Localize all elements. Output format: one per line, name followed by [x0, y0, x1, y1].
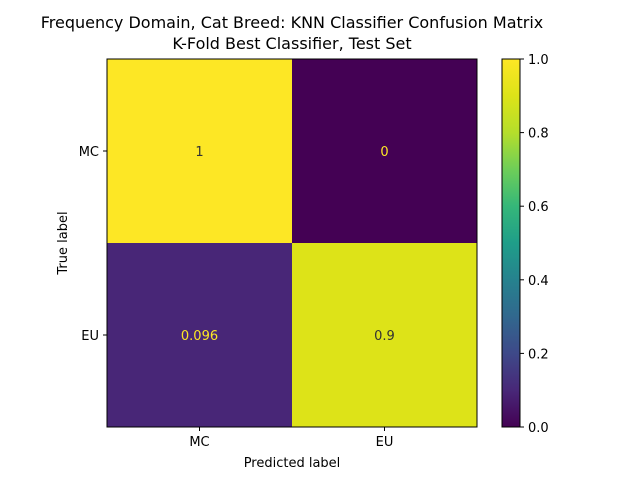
- chart-subtitle: K-Fold Best Classifier, Test Set: [172, 34, 411, 53]
- x-tick-label: EU: [376, 435, 394, 450]
- colorbar-tick-label: 0.4: [528, 274, 549, 289]
- cell-1-1: [292, 243, 477, 427]
- cell-1-0: [107, 243, 292, 427]
- cell-0-1: [292, 59, 477, 243]
- y-tick-label: MC: [79, 145, 99, 160]
- heatmap-cells: 1 0 0.096 0.9: [107, 59, 477, 427]
- x-tick-label: MC: [189, 435, 209, 450]
- x-axis-label: Predicted label: [244, 456, 341, 471]
- colorbar-tick-label: 0.6: [528, 200, 549, 215]
- colorbar-tick-label: 1.0: [528, 53, 549, 68]
- x-axis-ticks: MC EU: [189, 427, 393, 450]
- cell-value-1-1: 0.9: [374, 329, 395, 344]
- cell-value-1-0: 0.096: [181, 329, 218, 344]
- y-axis-ticks: MC EU: [79, 145, 107, 344]
- colorbar-ticks: 0.0 0.2 0.4 0.6 0.8 1.0: [520, 53, 549, 436]
- colorbar: [501, 58, 521, 428]
- plot-frame: [106, 58, 478, 428]
- y-tick-label: EU: [81, 329, 99, 344]
- cell-value-0-0: 1: [195, 145, 203, 160]
- chart-title: Frequency Domain, Cat Breed: KNN Classif…: [41, 13, 544, 32]
- colorbar-tick-label: 0.0: [528, 421, 549, 436]
- y-axis-label: True label: [56, 211, 71, 275]
- cell-0-0: [107, 59, 292, 243]
- colorbar-tick-label: 0.8: [528, 127, 549, 142]
- cell-value-0-1: 0: [380, 145, 388, 160]
- colorbar-tick-label: 0.2: [528, 347, 549, 362]
